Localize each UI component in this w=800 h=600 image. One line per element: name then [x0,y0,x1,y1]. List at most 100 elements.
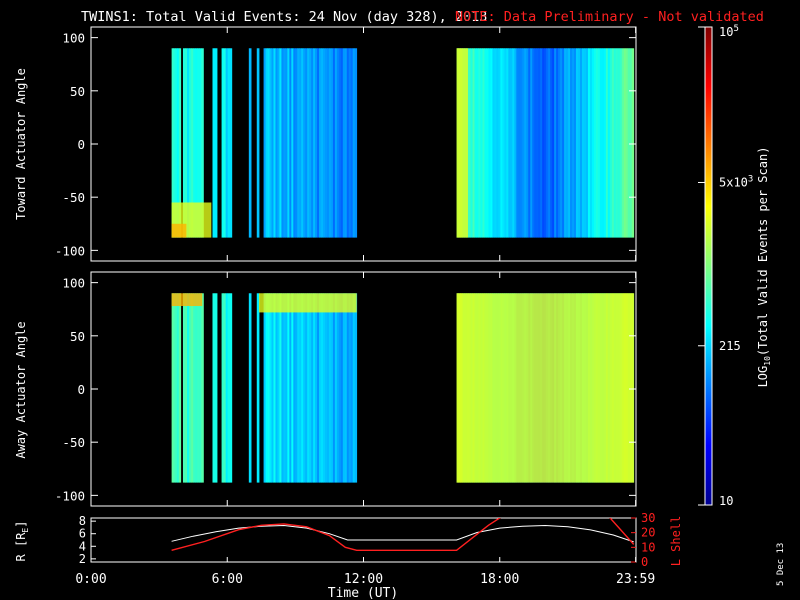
heatmap-column [297,293,300,483]
heatmap-column [488,48,491,238]
heatmap-column [609,48,613,238]
heatmap-column [346,293,350,483]
y-tick-label: 0 [77,137,85,152]
heatmap-column [269,48,272,238]
heatmap-column [516,48,519,238]
heatmap-column [221,48,225,238]
heatmap-column [301,293,304,483]
heatmap-column [631,48,635,238]
heatmap-column [195,48,198,238]
heatmap-column [546,48,549,238]
y-tick-label-right: 30 [641,511,655,525]
heatmap-column [336,48,340,238]
heatmap-column [199,293,202,483]
heatmap-column [490,48,493,238]
heatmap-column [502,48,505,238]
heatmap-column [348,48,352,238]
heatmap-column [520,48,523,238]
y-tick-label: -100 [55,243,85,258]
heatmap-column [338,48,342,238]
heatmap-column [191,48,194,238]
heatmap-column [324,293,328,483]
heatmap-column [173,293,176,483]
heatmap-column [486,48,489,238]
heatmap-column [595,48,599,238]
heatmap-column [474,48,477,238]
heatmap-column [340,293,344,483]
heatmap-column [291,293,294,483]
heatmap-column [187,48,190,238]
heatmap-column [193,48,196,238]
heatmap-column [311,293,314,483]
heatmap-column [625,48,629,238]
colorbar-tick-label: 215 [719,339,741,353]
heatmap-column [530,48,533,238]
heatmap-column [283,293,286,483]
heatmap-column [506,48,509,238]
heatmap-column [510,48,513,238]
heatmap-column [340,48,344,238]
heatmap-column [534,48,537,238]
heatmap-column [334,293,338,483]
heatmap-column [281,48,284,238]
orbit-ylabel: R [RE] [14,521,30,562]
heatmap-column [326,293,330,483]
heatmap-column [277,48,280,238]
heatmap-column [576,48,579,238]
heatmap-column [344,48,348,238]
heatmap-column [171,48,174,238]
heatmap-column [621,48,625,238]
heatmap-column [321,48,324,238]
heatmap-column [597,48,601,238]
y-tick-label: 2 [79,552,86,566]
heatmap-column [336,293,340,483]
colorbar-tick-label: 10 [719,494,733,508]
x-tick-label: 18:00 [480,572,519,587]
heatmap-column [297,48,300,238]
heatmap-column [605,48,609,238]
heatmap-column [603,48,607,238]
heatmap-column [182,48,186,238]
heatmap-column [267,48,270,238]
heatmap-column [178,293,182,483]
heatmap-column [354,48,358,238]
heatmap-column [229,293,233,483]
y-tick-label: 100 [62,31,85,46]
heatmap-column [287,293,290,483]
heatmap-column [305,293,308,483]
heatmap-column [223,293,227,483]
heatmap-column [307,48,310,238]
heatmap-column [293,293,296,483]
heatmap-column [171,293,174,483]
heatmap-column [472,48,475,238]
heatmap-column [263,48,266,238]
heatmap-column [524,48,527,238]
heatmap-column [581,48,585,238]
heatmap-column [522,48,525,238]
date-stamp: 5 Dec 13 [776,543,786,586]
heatmap-column [342,48,346,238]
heatmap-column [175,293,178,483]
colorbar-tick-label: 105 [719,24,739,39]
heatmap-column [295,293,298,483]
heatmap-column [354,293,358,483]
y-tick-label: 50 [70,329,85,344]
heatmap-column [572,48,575,238]
heatmap-column [193,293,196,483]
heatmap-column [566,48,569,238]
lshell-line [171,518,635,551]
colorbar-tick-label: 5x103 [719,174,753,189]
heatmap-column [599,48,603,238]
away-axis: 100 50 0 -50 -100 [55,272,637,506]
heatmap-column [289,48,292,238]
y-tick-label-right: 20 [641,526,655,540]
heatmap-column [326,48,330,238]
heatmap-column [301,48,304,238]
heatmap-column [195,293,198,483]
heatmap-column [313,293,316,483]
heatmap-column [303,293,306,483]
y-tick-label: 4 [79,539,86,553]
heatmap-column [227,48,231,238]
heatmap-column [269,293,272,483]
heatmap-column [279,48,282,238]
